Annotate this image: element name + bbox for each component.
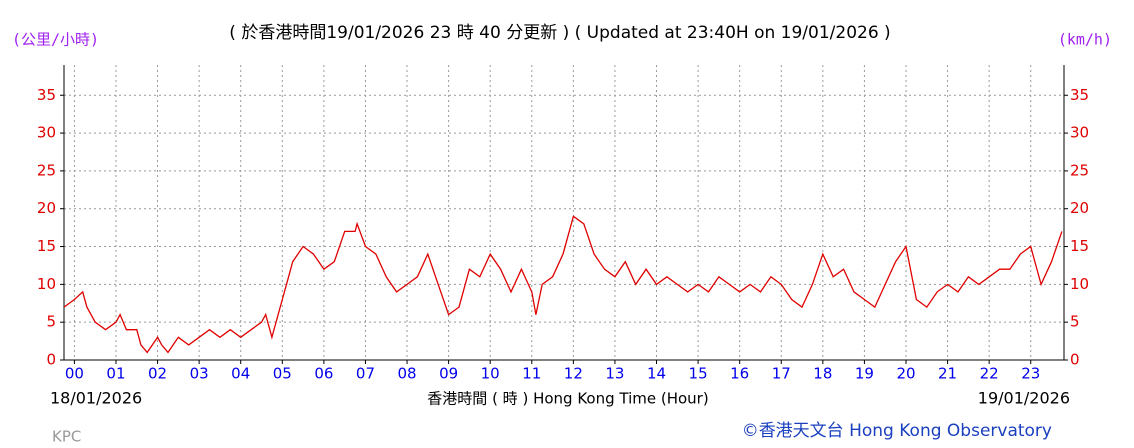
x-tick-label: 18 [813,365,832,383]
y2-tick-label: 25 [1070,161,1089,179]
x-tick-label: 11 [522,365,541,383]
x-tick-label: 05 [273,365,292,383]
x-tick-label: 20 [896,365,915,383]
x-tick-label: 10 [481,365,500,383]
y2-tick-label: 0 [1070,351,1080,369]
y-tick-label: 5 [46,313,56,331]
x-tick-label: 15 [689,365,708,383]
x-tick-label: 06 [314,365,333,383]
x-axis-label: 香港時間 ( 時 ) Hong Kong Time (Hour) [427,390,708,408]
x-tick-label: 03 [190,365,209,383]
y2-tick-label: 35 [1070,86,1089,104]
x-tick-label: 17 [772,365,791,383]
start-date: 18/01/2026 [50,389,142,408]
x-tick-label: 23 [1021,365,1040,383]
x-tick-label: 19 [855,365,874,383]
station-code: KPC [52,428,81,446]
y-tick-label: 0 [46,351,56,369]
y2-tick-label: 5 [1070,313,1080,331]
x-tick-label: 01 [106,365,125,383]
y2-axis-label: (km/h) [1058,31,1112,49]
x-tick-label: 21 [938,365,957,383]
x-tick-label: 16 [730,365,749,383]
chart-title: ( 於香港時間19/01/2026 23 時 40 分更新 ) ( Update… [229,23,890,43]
x-tick-label: 13 [605,365,624,383]
y-tick-label: 15 [37,237,56,255]
x-tick-label: 07 [356,365,375,383]
x-tick-label: 08 [397,365,416,383]
x-tick-label: 12 [564,365,583,383]
x-tick-label: 14 [647,365,666,383]
y-tick-label: 10 [37,275,56,293]
end-date: 19/01/2026 [978,389,1070,408]
x-tick-label: 09 [439,365,458,383]
x-tick-label: 02 [148,365,167,383]
x-tick-label: 00 [65,365,84,383]
y-tick-label: 20 [37,199,56,217]
y-tick-label: 35 [37,86,56,104]
y2-tick-label: 20 [1070,199,1089,217]
wind-speed-line [63,215,1063,354]
y-axis-label: (公里/小時) [12,31,99,49]
x-tick-label: 22 [980,365,999,383]
y2-tick-label: 30 [1070,124,1089,142]
credit: ©香港天文台 Hong Kong Observatory [742,421,1052,441]
y2-tick-label: 15 [1070,237,1089,255]
y-tick-label: 30 [37,124,56,142]
y-tick-label: 25 [37,161,56,179]
y2-tick-label: 10 [1070,275,1089,293]
x-tick-label: 04 [231,365,250,383]
